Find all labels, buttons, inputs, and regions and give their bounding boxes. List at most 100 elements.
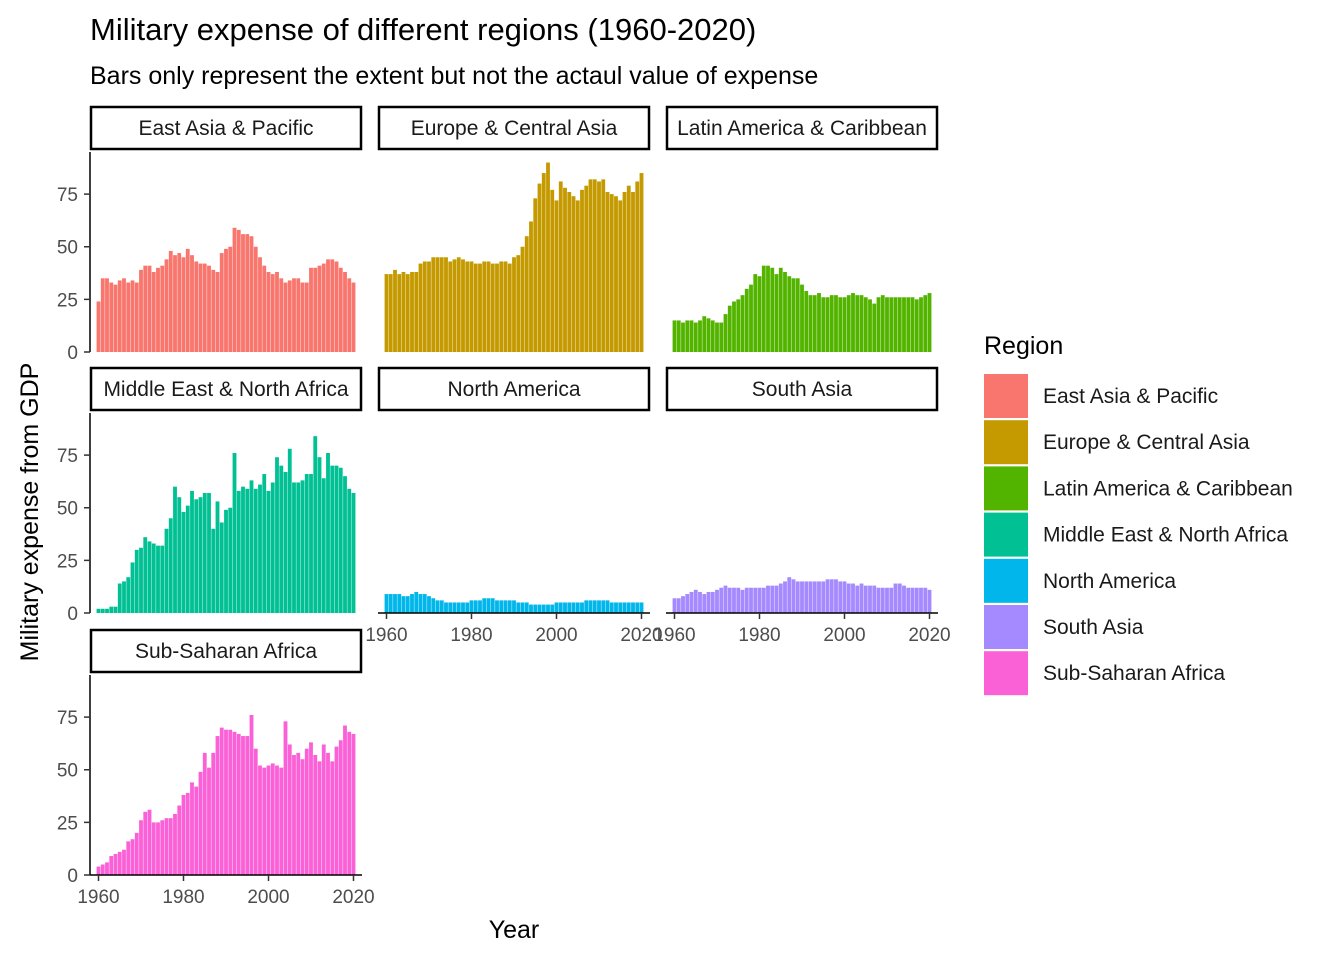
bar-east-asia-and-pacific-1975	[160, 265, 165, 352]
bar-latin-america-and-caribbean-1969	[710, 320, 715, 352]
bar-sub-saharan-africa-1971	[143, 811, 148, 875]
strip-box-latin-america-and-caribbean	[665, 105, 939, 151]
bar-south-asia-1967	[702, 594, 707, 613]
bar-latin-america-and-caribbean-1980	[757, 276, 762, 352]
bar-latin-america-and-caribbean-1972	[723, 314, 728, 352]
bar-north-america-1995	[533, 604, 538, 613]
bar-east-asia-and-pacific-2007	[296, 278, 301, 352]
bar-north-america-1975	[448, 602, 453, 613]
bar-latin-america-and-caribbean-1998	[834, 295, 838, 352]
bar-south-asia-1988	[791, 579, 796, 613]
bar-east-asia-and-pacific-2013	[321, 263, 326, 352]
bar-north-america-2010	[597, 600, 601, 613]
bar-east-asia-and-pacific-1989	[219, 253, 224, 352]
bar-europe-and-central-asia-1978	[461, 259, 465, 352]
bar-north-america-1972	[435, 600, 440, 613]
bar-sub-saharan-africa-1982	[190, 782, 194, 875]
bar-sub-saharan-africa-2019	[347, 731, 352, 875]
bar-latin-america-and-caribbean-1989	[795, 278, 800, 352]
x-tick-label: 2000	[823, 625, 865, 646]
bar-latin-america-and-caribbean-1962	[681, 322, 685, 352]
bar-north-america-1970	[427, 596, 431, 613]
legend-item-sub-saharan-africa: Sub-Saharan Africa	[984, 651, 1225, 696]
strip-label-latin-america-and-caribbean: Latin America & Caribbean	[677, 117, 927, 140]
y-tick-label: 75	[57, 708, 78, 729]
bar-south-asia-1979	[753, 587, 758, 613]
bar-south-asia-1986	[783, 581, 787, 613]
bar-east-asia-and-pacific-1992	[232, 227, 237, 352]
bar-europe-and-central-asia-2005	[575, 200, 580, 352]
bar-middle-east-and-north-africa-2008	[300, 480, 305, 613]
bar-south-asia-1990	[800, 581, 804, 613]
bar-south-asia-2013	[897, 583, 902, 613]
bar-north-america-2016	[622, 602, 627, 613]
legend-key	[984, 605, 1028, 649]
bar-east-asia-and-pacific-1977	[168, 250, 173, 352]
bar-north-america-2015	[618, 602, 623, 613]
bar-middle-east-and-north-africa-1963	[109, 606, 114, 613]
bar-middle-east-and-north-africa-1977	[168, 518, 173, 613]
bar-sub-saharan-africa-2016	[334, 746, 339, 875]
bar-east-asia-and-pacific-1976	[164, 259, 169, 352]
bar-sub-saharan-africa-1995	[245, 736, 250, 875]
bar-north-america-1987	[499, 600, 504, 613]
bar-latin-america-and-caribbean-2009	[880, 295, 885, 352]
bar-europe-and-central-asia-1999	[550, 189, 555, 352]
bar-europe-and-central-asia-2017	[626, 185, 631, 352]
bar-north-america-2020	[639, 602, 644, 613]
bar-middle-east-and-north-africa-1983	[194, 499, 199, 613]
bar-latin-america-and-caribbean-1994	[817, 293, 821, 352]
bar-sub-saharan-africa-1988	[215, 736, 220, 875]
bar-sub-saharan-africa-1992	[232, 731, 237, 875]
bar-north-america-1966	[410, 594, 414, 613]
bar-east-asia-and-pacific-1999	[262, 265, 267, 352]
bar-sub-saharan-africa-1994	[241, 736, 245, 875]
bar-south-asia-1962	[681, 596, 685, 613]
bar-north-america-1988	[503, 600, 508, 613]
strip-label-sub-saharan-africa: Sub-Saharan Africa	[135, 640, 317, 663]
bar-south-asia-1992	[808, 581, 813, 613]
bar-sub-saharan-africa-1963	[109, 856, 114, 875]
bar-sub-saharan-africa-2018	[343, 725, 347, 875]
bar-east-asia-and-pacific-1986	[207, 265, 211, 352]
bar-east-asia-and-pacific-1967	[126, 282, 131, 352]
bar-south-asia-1974	[732, 587, 736, 613]
bar-east-asia-and-pacific-1990	[224, 248, 228, 352]
x-tick-label: 1960	[365, 625, 407, 646]
bar-latin-america-and-caribbean-1977	[744, 288, 749, 352]
bar-south-asia-1976	[740, 589, 745, 613]
bar-middle-east-and-north-africa-1965	[117, 583, 122, 613]
bar-middle-east-and-north-africa-2012	[317, 457, 322, 613]
legend: Region East Asia & Pacific Europe & Centr…	[984, 332, 1293, 696]
bar-north-america-1967	[414, 591, 419, 613]
x-tick-label: 2020	[620, 625, 662, 646]
bar-north-america-1989	[507, 600, 512, 613]
bar-europe-and-central-asia-1966	[410, 272, 414, 352]
bar-europe-and-central-asia-1989	[507, 263, 512, 352]
bar-north-america-1983	[482, 598, 487, 613]
bar-north-america-1981	[473, 600, 478, 613]
bar-middle-east-and-north-africa-1988	[215, 501, 220, 613]
bar-latin-america-and-caribbean-1976	[740, 295, 745, 352]
bar-sub-saharan-africa-1962	[105, 862, 109, 875]
bar-middle-east-and-north-africa-1966	[122, 581, 126, 613]
bar-north-america-1980	[469, 600, 474, 613]
bar-latin-america-and-caribbean-2012	[893, 297, 898, 352]
bar-latin-america-and-caribbean-2002	[851, 293, 855, 352]
bar-europe-and-central-asia-1995	[533, 198, 538, 352]
bar-middle-east-and-north-africa-1993	[236, 490, 241, 613]
panel-middle-east-and-north-africa: Middle East & North Africa 0 25 50 75	[57, 366, 363, 625]
bar-east-asia-and-pacific-1969	[134, 282, 139, 352]
bar-latin-america-and-caribbean-1988	[791, 278, 796, 352]
bar-east-asia-and-pacific-1993	[236, 229, 241, 352]
bar-middle-east-and-north-africa-1999	[262, 474, 267, 613]
panel-south-asia: South Asia 1960 1980 2000 2020	[653, 366, 951, 646]
bar-north-america-2009	[592, 600, 597, 613]
bar-latin-america-and-caribbean-1961	[676, 320, 681, 352]
bar-north-america-1973	[439, 600, 444, 613]
bar-north-america-2008	[588, 600, 593, 613]
bar-north-america-1998	[546, 604, 550, 613]
bar-east-asia-and-pacific-2006	[292, 278, 296, 352]
bar-europe-and-central-asia-1963	[397, 274, 402, 352]
